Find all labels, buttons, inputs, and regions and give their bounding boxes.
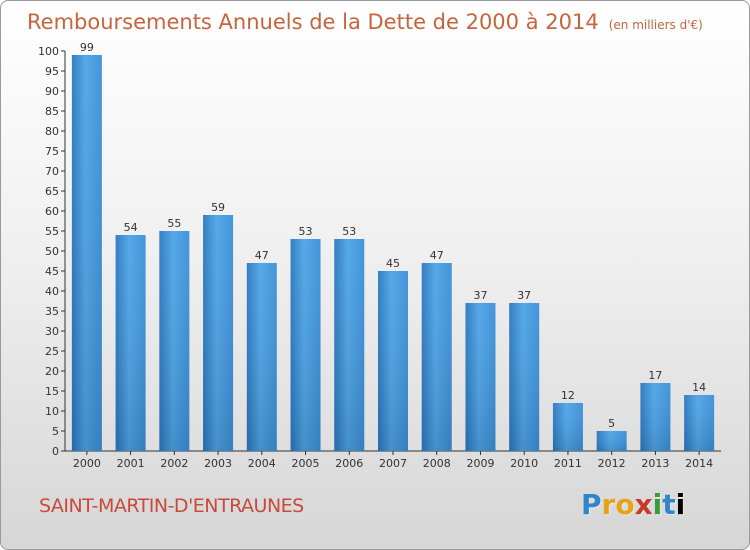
bar-shade — [334, 239, 365, 451]
logo-letter: o — [615, 488, 635, 521]
y-tick-label: 10 — [45, 405, 59, 418]
bar-value-label: 37 — [517, 289, 531, 302]
chart-title-text: Remboursements Annuels de la Dette de 20… — [27, 10, 599, 34]
bar-shade — [290, 239, 321, 451]
x-tick-label: 2006 — [335, 457, 363, 470]
logo-letter: x — [634, 488, 653, 521]
logo-letter: i — [675, 488, 686, 521]
y-tick-label: 25 — [45, 345, 59, 358]
x-tick-label: 2009 — [466, 457, 494, 470]
bar-shade — [378, 271, 408, 451]
y-tick-label: 50 — [45, 245, 59, 258]
bar-value-label: 45 — [386, 257, 400, 270]
y-tick-label: 0 — [52, 445, 59, 458]
y-tick-label: 75 — [45, 145, 59, 158]
bar-value-label: 37 — [473, 289, 487, 302]
bar-value-label: 17 — [648, 369, 662, 382]
bar-shade — [596, 431, 627, 451]
bar-shade — [115, 235, 146, 451]
y-tick-label: 45 — [45, 265, 59, 278]
y-tick-label: 65 — [45, 185, 59, 198]
bar-shade — [640, 383, 671, 451]
bar-value-label: 54 — [124, 221, 138, 234]
y-tick-label: 40 — [45, 285, 59, 298]
bar-shade — [552, 403, 583, 451]
y-tick-label: 60 — [45, 205, 59, 218]
x-tick-label: 2013 — [641, 457, 669, 470]
bar-value-label: 59 — [211, 201, 225, 214]
x-tick-label: 2000 — [73, 457, 101, 470]
bar-value-label: 55 — [167, 217, 181, 230]
x-tick-label: 2002 — [160, 457, 188, 470]
y-tick-label: 80 — [45, 125, 59, 138]
logo-letter: r — [601, 488, 616, 521]
y-tick-label: 15 — [45, 385, 59, 398]
x-tick-label: 2008 — [423, 457, 451, 470]
x-tick-label: 2001 — [117, 457, 145, 470]
x-tick-label: 2011 — [554, 457, 582, 470]
chart-title: Remboursements Annuels de la Dette de 20… — [27, 7, 703, 37]
bar-value-label: 47 — [255, 249, 269, 262]
y-tick-label: 85 — [45, 105, 59, 118]
bar-shade — [159, 231, 190, 451]
x-tick-label: 2012 — [598, 457, 626, 470]
bar-shade — [203, 215, 234, 451]
y-tick-label: 95 — [45, 65, 59, 78]
proxiti-logo: Proxiti — [581, 485, 685, 525]
chart-unit: (en milliers d'€) — [608, 18, 703, 32]
bar-shade — [465, 303, 496, 451]
bar-shade — [509, 303, 540, 451]
y-tick-label: 20 — [45, 365, 59, 378]
bar-shade — [684, 395, 715, 451]
bar-value-label: 47 — [430, 249, 444, 262]
bar-value-label: 12 — [561, 389, 575, 402]
y-tick-label: 55 — [45, 225, 59, 238]
y-tick-label: 35 — [45, 305, 59, 318]
bar-shade — [421, 263, 452, 451]
y-tick-label: 5 — [52, 425, 59, 438]
commune-name: SAINT-MARTIN-D'ENTRAUNES — [39, 495, 304, 517]
x-tick-label: 2010 — [510, 457, 538, 470]
bar-value-label: 5 — [608, 417, 615, 430]
y-tick-label: 30 — [45, 325, 59, 338]
x-tick-label: 2003 — [204, 457, 232, 470]
x-tick-label: 2014 — [685, 457, 713, 470]
y-tick-label: 70 — [45, 165, 59, 178]
bar-shade — [71, 55, 102, 451]
x-tick-label: 2007 — [379, 457, 407, 470]
logo-letter: i — [652, 488, 663, 521]
bar-value-label: 53 — [342, 225, 356, 238]
bar-value-label: 99 — [80, 41, 94, 54]
logo-letter: P — [581, 488, 602, 521]
logo-letter: t — [662, 488, 676, 521]
bar-value-label: 14 — [692, 381, 706, 394]
bar-value-label: 53 — [299, 225, 313, 238]
x-tick-label: 2004 — [248, 457, 276, 470]
y-tick-label: 100 — [38, 45, 59, 58]
bar-shade — [246, 263, 277, 451]
y-tick-label: 90 — [45, 85, 59, 98]
x-tick-label: 2005 — [292, 457, 320, 470]
